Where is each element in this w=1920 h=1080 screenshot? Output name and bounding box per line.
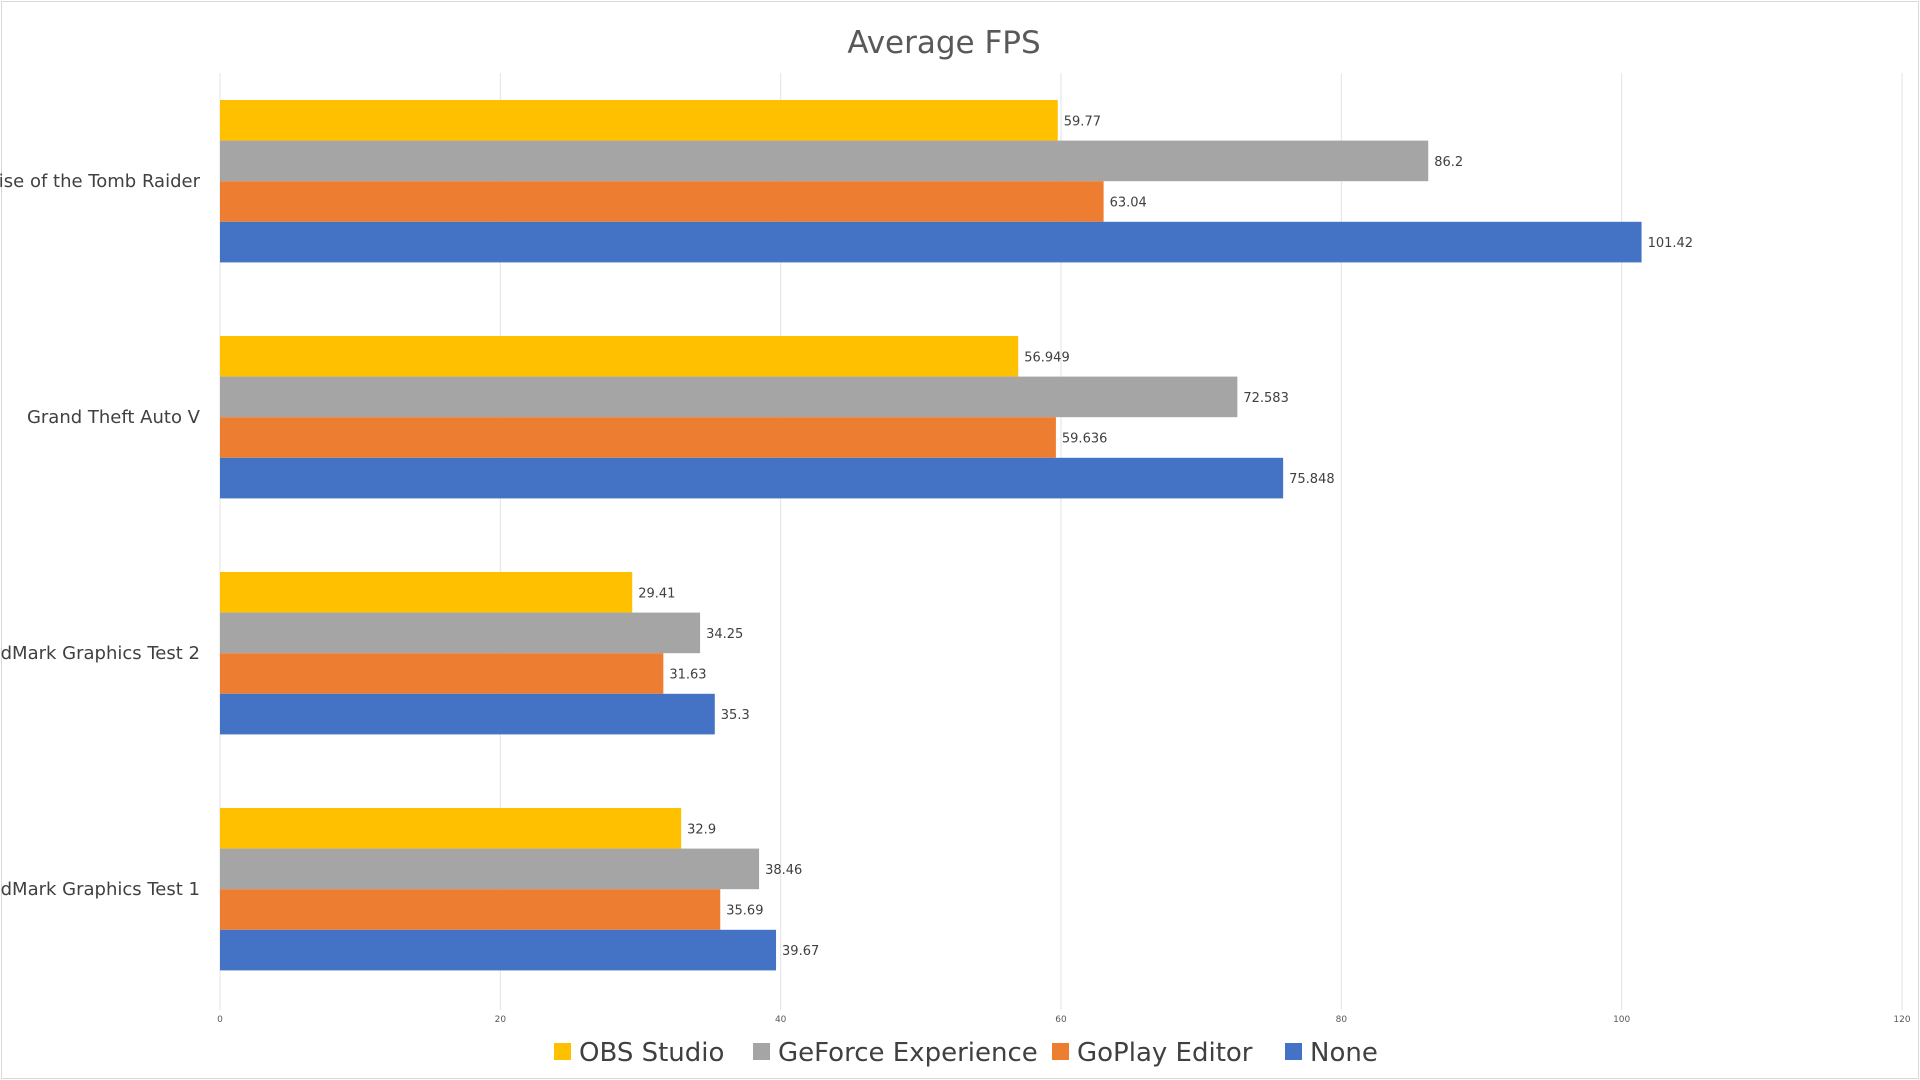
- bar-obs-studio-3dmark-graphics-test-2: [220, 572, 633, 613]
- bar-goplay-editor-3dmark-graphics-test-2: [220, 653, 664, 694]
- bars: [220, 100, 1642, 971]
- bar-geforce-experience-grand-theft-auto-v: [220, 376, 1238, 418]
- bar-obs-studio-grand-theft-auto-v: [220, 336, 1019, 377]
- category-label: 3dMark Graphics Test 2: [0, 643, 200, 664]
- legend-label: GeForce Experience: [778, 1038, 1038, 1068]
- category-label: Rise of the Tomb Raider: [0, 171, 201, 192]
- x-tick-label: 0: [217, 1015, 223, 1025]
- category-labels: Rise of the Tomb Raider Grand Theft Auto …: [0, 171, 201, 900]
- data-label: 72.583: [1243, 391, 1289, 406]
- legend: OBS Studio GeForce Experience GoPlay Edito…: [554, 1038, 1378, 1068]
- x-tick-label: 80: [1336, 1015, 1348, 1025]
- data-label: 56.949: [1024, 350, 1070, 365]
- data-label: 31.63: [669, 668, 706, 683]
- data-label: 35.69: [726, 904, 763, 919]
- x-axis-ticks: 0 20 40 60 80 100 120: [217, 1015, 1911, 1025]
- data-label: 86.2: [1434, 155, 1463, 170]
- bar-goplay-editor-grand-theft-auto-v: [220, 417, 1056, 458]
- legend-label: GoPlay Editor: [1077, 1038, 1253, 1068]
- legend-label: OBS Studio: [579, 1038, 724, 1068]
- data-label: 59.636: [1062, 432, 1108, 447]
- bar-none-3dmark-graphics-test-2: [220, 693, 715, 735]
- data-label: 34.25: [706, 627, 743, 642]
- bar-geforce-experience-3dmark-graphics-test-1: [220, 848, 760, 890]
- legend-swatch-geforce-experience: [753, 1043, 770, 1060]
- data-label: 32.9: [687, 822, 716, 837]
- data-labels: 59.77 86.2 63.04 101.42 56.949 72.583 59.636 75…: [638, 114, 1693, 959]
- bar-none-grand-theft-auto-v: [220, 457, 1284, 499]
- bar-none-3dmark-graphics-test-1: [220, 929, 777, 971]
- data-label: 38.46: [765, 863, 802, 878]
- data-label: 59.77: [1064, 114, 1101, 129]
- data-label: 29.41: [638, 586, 675, 601]
- bar-obs-studio-rise-of-the-tomb-raider: [220, 100, 1058, 141]
- x-tick-label: 100: [1613, 1015, 1630, 1025]
- legend-swatch-none: [1285, 1043, 1302, 1060]
- bar-obs-studio-3dmark-graphics-test-1: [220, 808, 682, 849]
- data-label: 39.67: [782, 944, 819, 959]
- legend-swatch-goplay-editor: [1052, 1043, 1069, 1060]
- data-label: 63.04: [1110, 196, 1147, 211]
- data-label: 35.3: [721, 708, 750, 723]
- bar-none-rise-of-the-tomb-raider: [220, 221, 1642, 263]
- bar-goplay-editor-3dmark-graphics-test-1: [220, 889, 721, 930]
- chart-title: Average FPS: [847, 25, 1040, 61]
- bar-goplay-editor-rise-of-the-tomb-raider: [220, 181, 1104, 222]
- legend-label: None: [1310, 1038, 1378, 1068]
- x-tick-label: 20: [495, 1015, 507, 1025]
- category-label: Grand Theft Auto V: [27, 407, 201, 428]
- bar-geforce-experience-3dmark-graphics-test-2: [220, 612, 701, 654]
- category-label: 3dMark Graphics Test 1: [0, 879, 200, 900]
- x-tick-label: 120: [1893, 1015, 1910, 1025]
- bar-geforce-experience-rise-of-the-tomb-raider: [220, 140, 1429, 182]
- data-label: 101.42: [1648, 236, 1694, 251]
- legend-swatch-obs-studio: [554, 1043, 571, 1060]
- x-tick-label: 60: [1055, 1015, 1067, 1025]
- data-label: 75.848: [1289, 472, 1335, 487]
- x-tick-label: 40: [775, 1015, 787, 1025]
